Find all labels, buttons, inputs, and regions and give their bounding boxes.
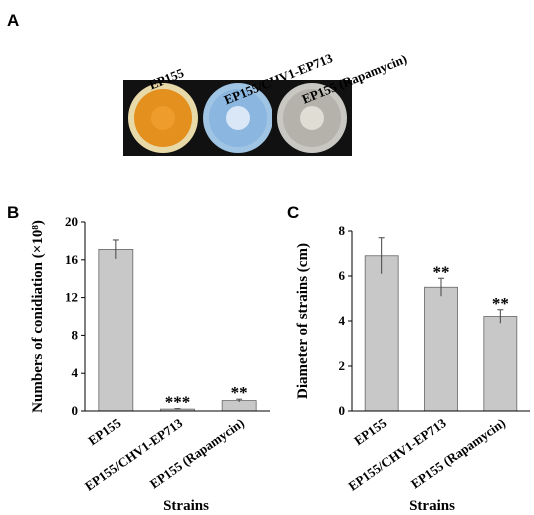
y-axis-label: Numbers of conidiation (×10⁸) bbox=[30, 220, 46, 413]
panel-b-chart: B 048121620EP155***EP155/CHV1-EP713**EP1… bbox=[7, 203, 270, 514]
panel-a-letter: A bbox=[7, 11, 19, 30]
y-tick-label: 16 bbox=[65, 252, 79, 267]
category-label: EP155 bbox=[351, 415, 390, 448]
panel-b-letter: B bbox=[7, 203, 19, 222]
y-tick-label: 6 bbox=[339, 268, 346, 283]
y-axis-label: Diameter of strains (cm) bbox=[295, 243, 311, 399]
y-tick-label: 0 bbox=[339, 403, 346, 418]
y-tick-label: 8 bbox=[339, 223, 346, 238]
x-axis-label: Strains bbox=[409, 498, 455, 514]
petri-dish-1 bbox=[123, 80, 203, 156]
category-label: EP155/CHV1-EP713 bbox=[345, 415, 449, 494]
y-tick-label: 12 bbox=[65, 290, 78, 305]
bar bbox=[424, 286, 458, 412]
y-tick-label: 8 bbox=[72, 327, 79, 342]
significance-label: ** bbox=[231, 383, 248, 402]
bar bbox=[483, 316, 518, 412]
y-tick-label: 4 bbox=[339, 313, 346, 328]
x-axis-label: Strains bbox=[163, 498, 209, 514]
y-tick-label: 20 bbox=[65, 214, 78, 229]
bar bbox=[364, 255, 399, 412]
panel-c-letter: C bbox=[287, 203, 299, 222]
colony-center bbox=[226, 106, 250, 130]
colony-center bbox=[300, 106, 324, 130]
y-tick-label: 4 bbox=[72, 365, 79, 380]
bar bbox=[98, 249, 134, 412]
petri-dish-3 bbox=[272, 80, 352, 156]
y-tick-label: 0 bbox=[72, 403, 79, 418]
significance-label: *** bbox=[165, 393, 191, 412]
y-tick-label: 2 bbox=[339, 358, 346, 373]
category-label: EP155 bbox=[85, 415, 124, 448]
petri-dish-2 bbox=[198, 80, 278, 156]
colony-center bbox=[151, 106, 175, 130]
significance-label: ** bbox=[433, 262, 450, 281]
significance-label: ** bbox=[492, 294, 509, 313]
